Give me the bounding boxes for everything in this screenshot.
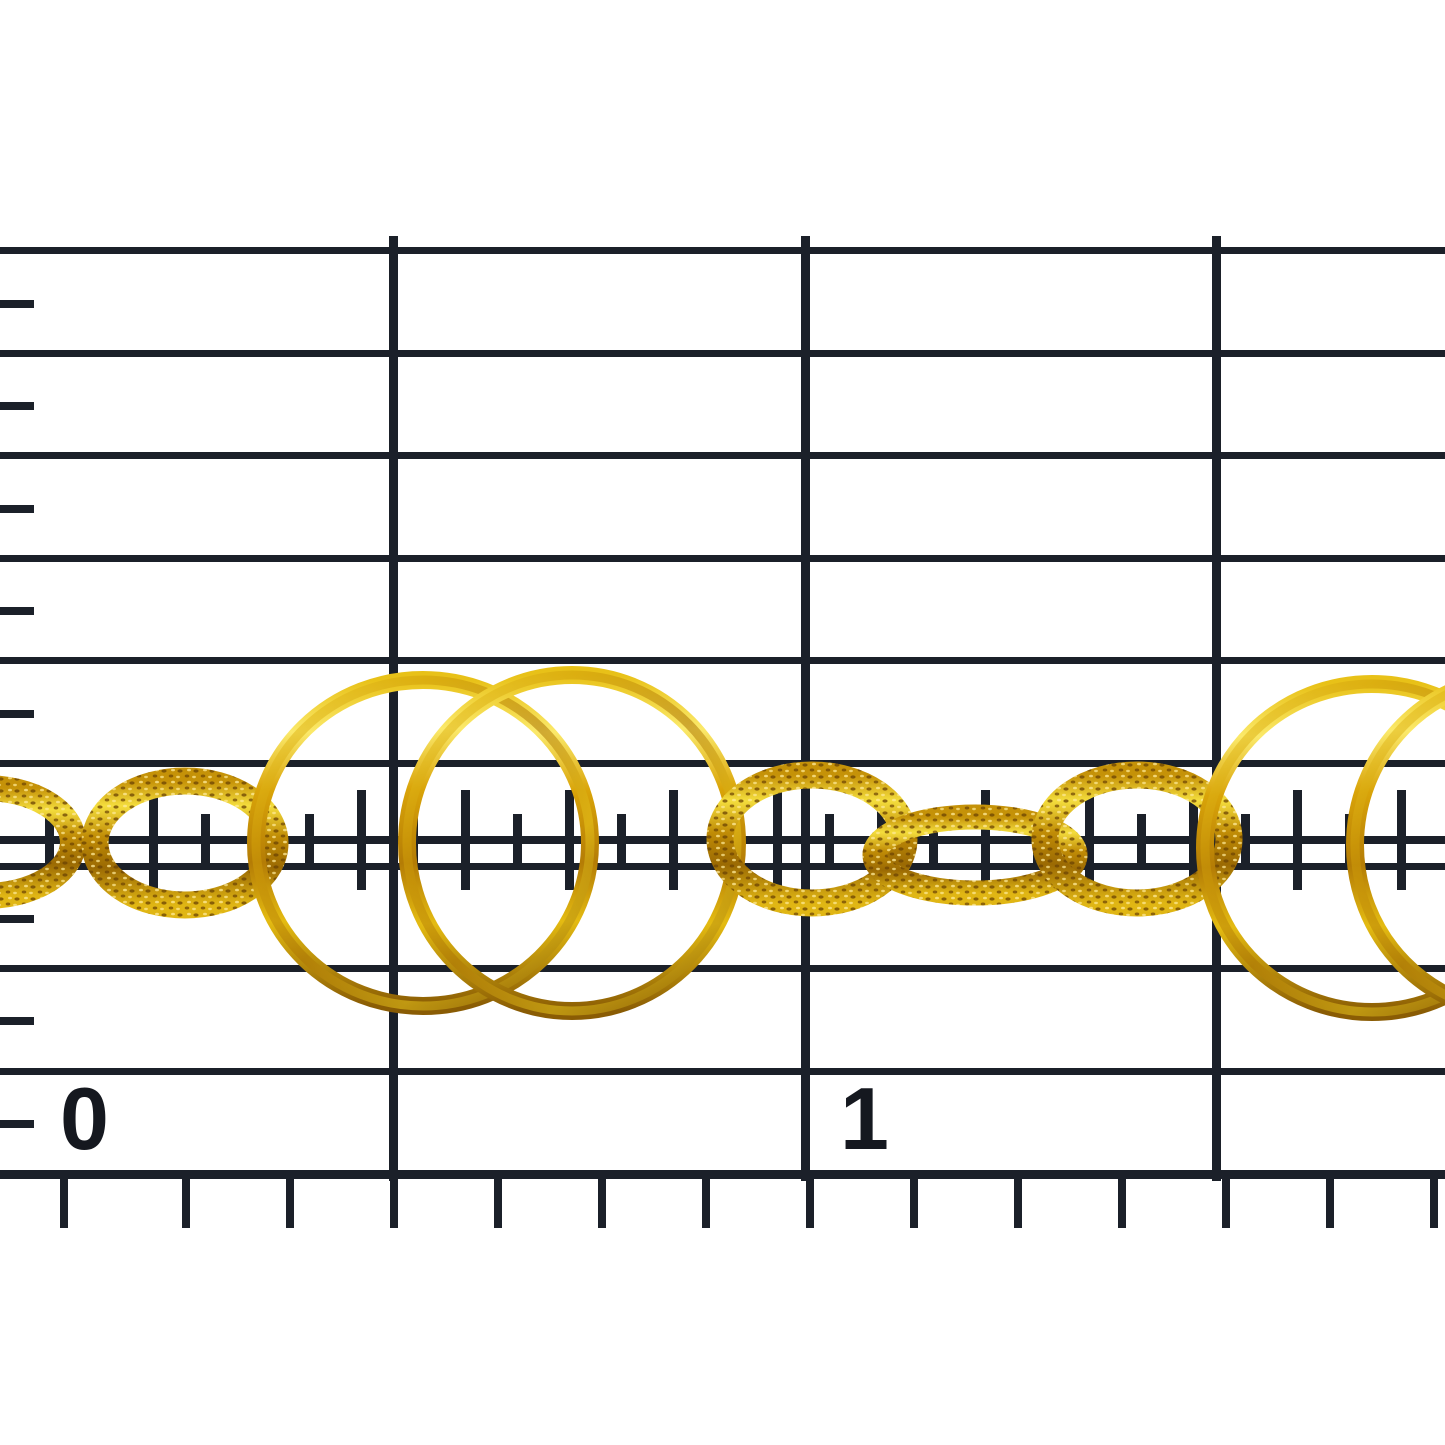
ruler-tick-minor — [825, 814, 834, 866]
ruler-tick-major — [669, 790, 678, 890]
gridline-vertical — [1212, 236, 1221, 1181]
ruler-tick-major — [357, 790, 366, 890]
ruler-tick-major — [1189, 790, 1198, 890]
gridline-horizontal-baseline — [0, 1170, 1445, 1179]
chain-link-textured-oval — [862, 804, 1088, 906]
ruler-label-one: 1 — [840, 1069, 889, 1168]
gridline-horizontal — [0, 452, 1445, 459]
ruler-label-zero: 0 — [60, 1069, 109, 1168]
ruler-tick-minor — [45, 814, 54, 866]
chain-link-smooth-ring — [1196, 675, 1445, 1021]
ruler-tick-major — [981, 790, 990, 890]
gridline-horizontal — [0, 555, 1445, 562]
ruler-tick-minor — [513, 814, 522, 866]
ruler-bottom-tick — [60, 1176, 68, 1228]
ruler-edge-tick — [0, 402, 34, 410]
ruler-edge-tick — [0, 607, 34, 615]
chain-link-textured-oval — [1031, 761, 1243, 917]
ruler-edge-tick — [0, 915, 34, 923]
ruler-bottom-tick — [598, 1176, 606, 1228]
ruler-bottom-tick — [390, 1176, 398, 1228]
ruler-tick-minor — [1241, 814, 1250, 866]
gridline-vertical — [389, 236, 398, 1181]
ruler-bottom-tick — [702, 1176, 710, 1228]
ruler-bottom-tick — [1326, 1176, 1334, 1228]
ruler-tick-major — [1397, 790, 1406, 890]
ruler-bottom-tick — [1118, 1176, 1126, 1228]
ruler-tick-major — [1293, 790, 1302, 890]
chain-link-smooth-ring — [398, 666, 746, 1020]
ruler-tick-major — [149, 790, 158, 890]
ruler-bottom-tick — [494, 1176, 502, 1228]
ruler-bottom-tick — [1430, 1176, 1438, 1228]
gridline-horizontal — [0, 350, 1445, 357]
ruler-edge-tick — [0, 1017, 34, 1025]
ruler-edge-tick — [0, 300, 34, 308]
ruler-tick-minor — [201, 814, 210, 866]
gridline-horizontal — [0, 965, 1445, 972]
gridline-vertical — [801, 236, 810, 1181]
ruler-bottom-tick — [910, 1176, 918, 1228]
ruler-edge-tick — [0, 710, 34, 718]
gridline-horizontal — [0, 247, 1445, 254]
ruler-bottom-tick — [1222, 1176, 1230, 1228]
gridline-horizontal — [0, 1068, 1445, 1075]
ruler-tick-major — [565, 790, 574, 890]
ruler-bottom-tick — [1014, 1176, 1022, 1228]
ruler-bottom-tick — [286, 1176, 294, 1228]
ruler-bottom-tick — [182, 1176, 190, 1228]
ruler-tick-major — [773, 790, 782, 890]
ruler-tick-major — [1085, 790, 1094, 890]
ruler-tick-minor — [305, 814, 314, 866]
chain-link-smooth-ring — [1346, 685, 1445, 1005]
chain-link-smooth-ring — [247, 671, 599, 1015]
ruler-bottom-tick — [806, 1176, 814, 1228]
gridline-horizontal — [0, 657, 1445, 664]
ruler-tick-major — [461, 790, 470, 890]
chain-link-textured-oval — [0, 775, 86, 909]
ruler-tick-minor — [617, 814, 626, 866]
ruler-edge-tick — [0, 1120, 34, 1128]
ruler-edge-tick — [0, 505, 34, 513]
ruler-tick-minor — [1137, 814, 1146, 866]
ruler-tick-minor — [929, 814, 938, 866]
chain-link-textured-oval — [81, 767, 289, 919]
